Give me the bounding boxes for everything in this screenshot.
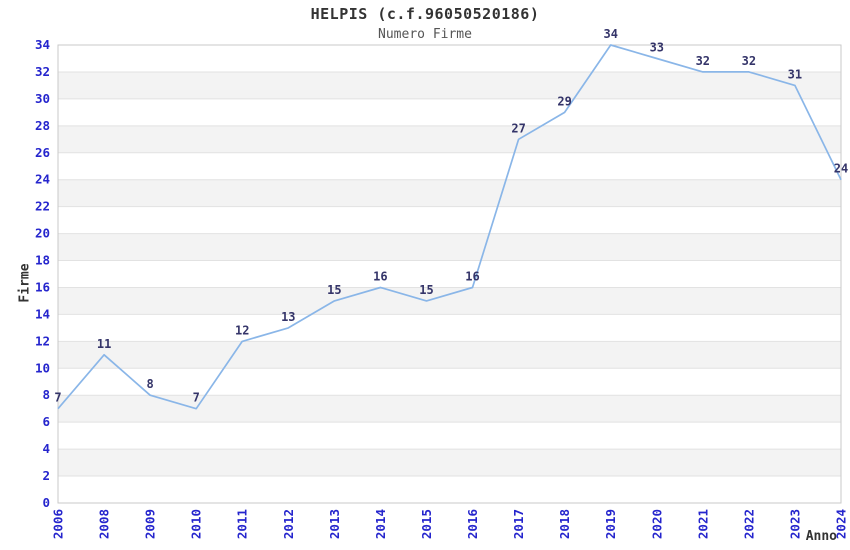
y-axis-title: Firme (17, 263, 33, 303)
y-tick-label: 0 (42, 495, 50, 510)
grid-band (58, 71, 841, 99)
grid-band (58, 341, 841, 369)
y-tick-label: 14 (35, 306, 50, 321)
x-tick-label: 2016 (465, 509, 480, 539)
y-tick-label: 26 (35, 145, 50, 160)
point-label: 32 (742, 54, 756, 68)
point-label: 16 (373, 270, 387, 284)
y-tick-label: 22 (35, 199, 50, 214)
chart-subtitle: Numero Firme (378, 27, 472, 42)
grid-band (58, 287, 841, 315)
y-tick-label: 16 (35, 280, 50, 295)
x-tick-label: 2012 (281, 509, 296, 539)
point-label: 8 (146, 377, 153, 391)
point-label: 12 (235, 323, 249, 337)
grid-band (58, 395, 841, 423)
grid-band (58, 449, 841, 477)
x-tick-label: 2020 (649, 509, 664, 539)
y-tick-label: 4 (42, 441, 50, 456)
series-line (57, 44, 842, 410)
point-label: 13 (281, 310, 295, 324)
point-label: 16 (465, 270, 479, 284)
x-tick-label: 2010 (189, 509, 204, 539)
point-label: 11 (97, 337, 111, 351)
grid-band (58, 179, 841, 207)
y-tick-label: 34 (35, 37, 50, 52)
point-label: 34 (603, 27, 617, 41)
grid-band (58, 233, 841, 261)
x-tick-label: 2014 (373, 509, 388, 539)
point-label: 29 (557, 94, 571, 108)
x-tick-label: 2024 (834, 509, 849, 539)
x-axis-title: Anno (805, 529, 837, 544)
x-tick-label: 2008 (97, 509, 112, 539)
point-label: 24 (834, 162, 848, 176)
point-label: 15 (327, 283, 341, 297)
x-tick-label: 2019 (603, 509, 618, 539)
point-label: 32 (696, 54, 710, 68)
x-tick-label: 2021 (695, 509, 710, 539)
x-tick-label: 2013 (327, 509, 342, 539)
y-tick-label: 8 (42, 387, 50, 402)
chart-title: HELPIS (c.f.96050520186) (310, 5, 540, 23)
point-label: 27 (511, 121, 525, 135)
point-label: 33 (650, 41, 664, 55)
x-tick-label: 2018 (557, 509, 572, 539)
x-tick-label: 2011 (235, 509, 250, 539)
point-label: 31 (788, 67, 802, 81)
plot-background (58, 45, 841, 503)
point-label: 15 (419, 283, 433, 297)
x-tick-label: 2017 (511, 509, 526, 539)
y-tick-label: 28 (35, 118, 50, 133)
point-label: 7 (54, 391, 61, 405)
x-tick-label: 2015 (419, 509, 434, 539)
x-tick-label: 2023 (787, 509, 802, 539)
y-tick-label: 30 (35, 91, 50, 106)
y-tick-label: 32 (35, 64, 50, 79)
y-tick-label: 18 (35, 253, 50, 268)
y-tick-label: 2 (42, 468, 50, 483)
x-tick-label: 2022 (741, 509, 756, 539)
y-tick-label: 6 (42, 414, 50, 429)
grid-band (58, 125, 841, 153)
y-tick-label: 10 (35, 360, 50, 375)
y-tick-label: 12 (35, 333, 50, 348)
x-tick-label: 2009 (143, 509, 158, 539)
y-tick-label: 24 (35, 172, 50, 187)
y-tick-label: 20 (35, 226, 50, 241)
plot-border (57, 44, 842, 504)
x-tick-label: 2006 (51, 509, 66, 539)
point-label: 7 (193, 391, 200, 405)
